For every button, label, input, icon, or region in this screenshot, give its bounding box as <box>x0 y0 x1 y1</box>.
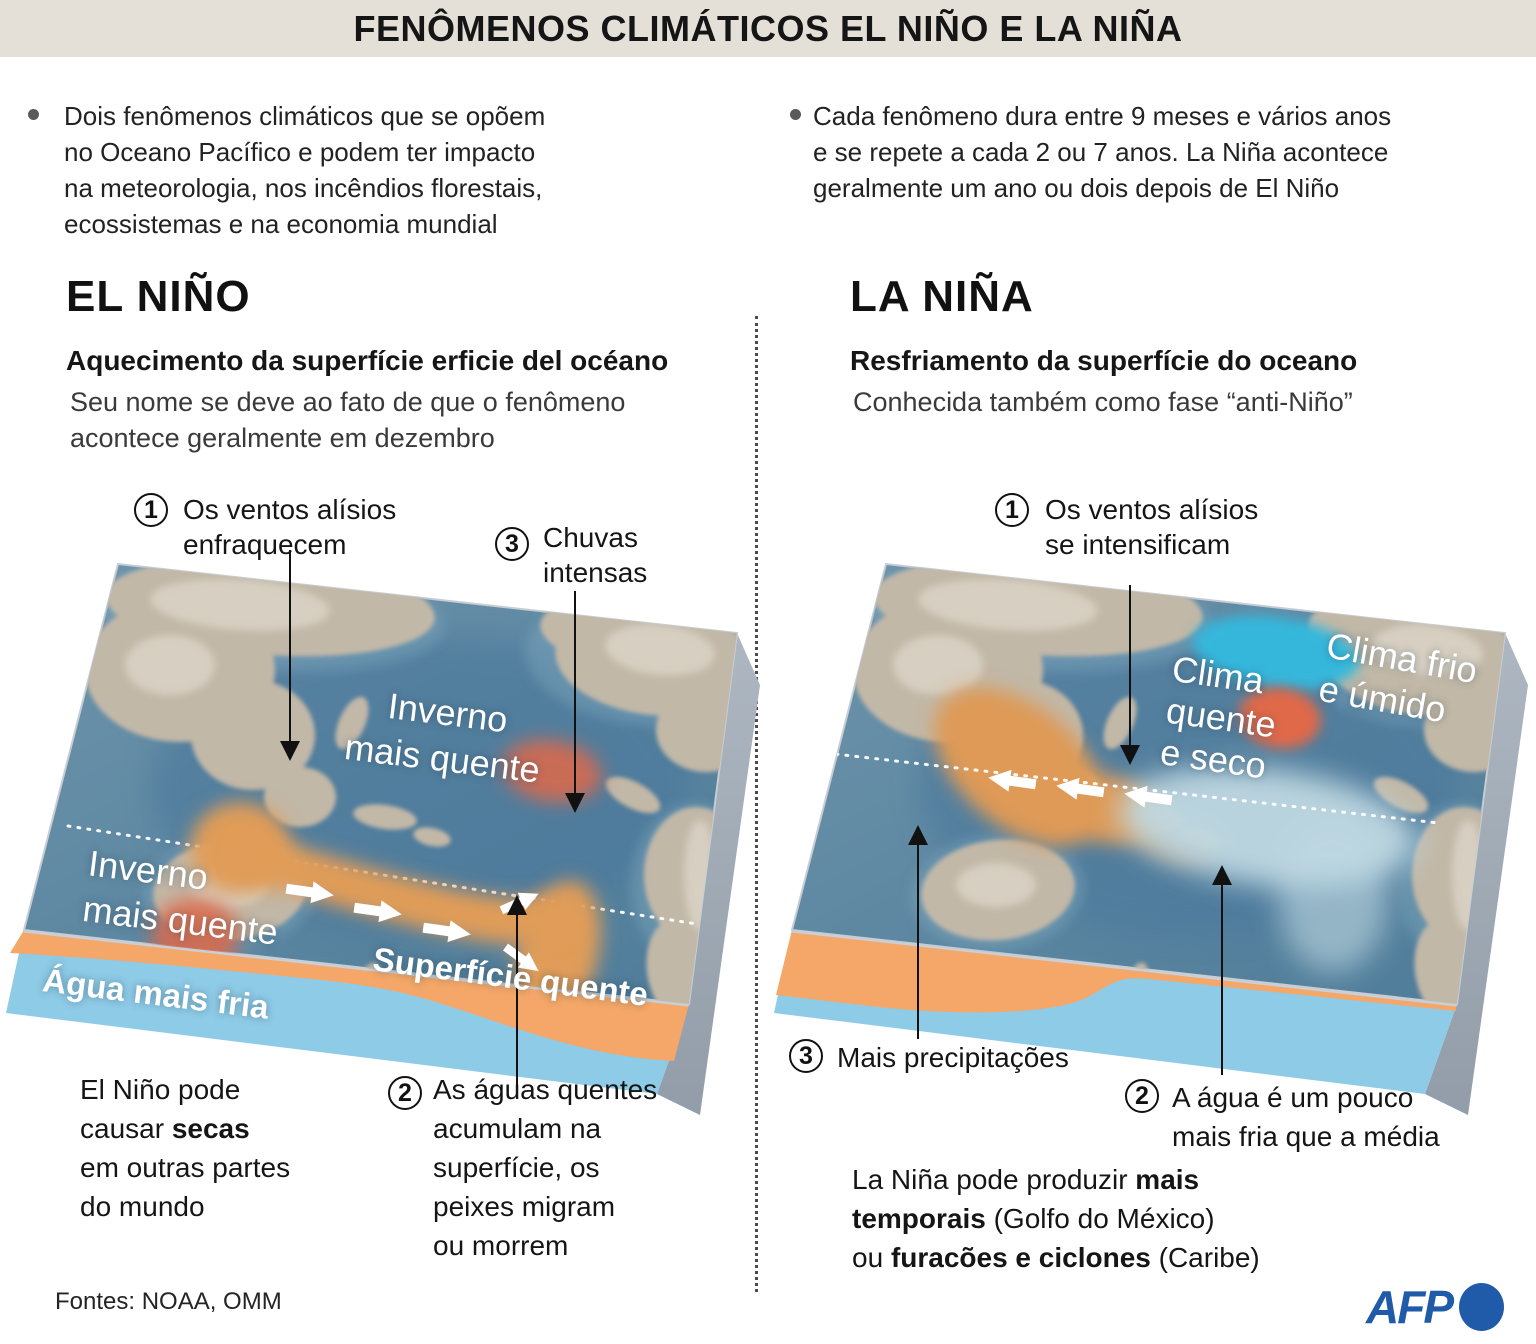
la-nina-map-illustration <box>774 562 1528 1115</box>
intro-line: no Oceano Pacífico e podem ter impacto <box>64 137 536 167</box>
note-line: ou furacões e ciclones (Caribe) <box>852 1238 1260 1277</box>
el-nino-map-illustration <box>6 550 760 1115</box>
note-line: La Niña pode produzir mais <box>852 1160 1260 1199</box>
callout-line: enfraquecem <box>183 529 347 560</box>
note-run: ou <box>852 1242 891 1273</box>
callout-line: As águas quentes <box>433 1074 658 1105</box>
note-line: temporais (Golfo do México) <box>852 1199 1260 1238</box>
slab-side-face <box>657 633 760 1115</box>
intro-line: Cada fenômeno dura entre 9 meses e vário… <box>813 101 1392 131</box>
bullet-icon <box>790 109 801 120</box>
note-run-bold: mais <box>1135 1164 1200 1195</box>
subtext-line: acontece geralmente em dezembro <box>70 423 495 453</box>
note-line: causar secas <box>80 1109 290 1148</box>
el-nino-step2-text: As águas quentes acumulam na superfície,… <box>433 1070 657 1265</box>
la-nina-subhead: Resfriamento da superfície do oceano <box>850 345 1358 376</box>
el-nino-heading: EL NIÑO <box>66 272 251 321</box>
el-nino-step3-text: Chuvas intensas <box>543 520 647 590</box>
el-nino-step1-text: Os ventos alísios enfraquecem <box>183 492 396 562</box>
step-circle-2: 2 <box>388 1076 422 1110</box>
afp-logo-dot-icon <box>1459 1283 1504 1331</box>
callout-line: se intensificam <box>1045 529 1231 560</box>
callout-line: Mais precipitações <box>837 1042 1069 1073</box>
intro-line: na meteorologia, nos incêndios florestai… <box>64 173 543 203</box>
cooler-water-east <box>1118 766 1418 972</box>
la-nina-heading: LA NIÑA <box>850 272 1034 321</box>
la-nina-subtext: Conhecida também como fase “anti-Niño” <box>853 384 1353 420</box>
annotation-arrows <box>908 585 1232 1075</box>
warm-surface-layer <box>776 930 1456 1013</box>
intro-left: Dois fenômenos climáticos que se opõem n… <box>64 98 664 242</box>
callout-line: acumulam na <box>433 1113 602 1144</box>
slab-side-face <box>1425 633 1528 1115</box>
note-line: El Niño pode <box>80 1074 241 1105</box>
warm-dry-spot <box>1239 687 1321 749</box>
intro-line: e se repete a cada 2 ou 7 anos. La Niña … <box>813 137 1389 167</box>
callout-line: Chuvas <box>543 522 638 553</box>
callout-line: Os ventos alísios <box>183 494 397 525</box>
el-nino-subhead: Aquecimento da superfície erficie del oc… <box>66 345 669 376</box>
callout-line: intensas <box>543 557 648 588</box>
step-circle-1: 1 <box>995 493 1029 527</box>
note-run-bold: furacões e ciclones <box>890 1242 1151 1273</box>
equator-dotted-line <box>824 751 1440 825</box>
la-nina-step2-text: A água é um pouco mais fria que a média <box>1172 1078 1440 1156</box>
callout-line: peixes migram <box>433 1191 616 1222</box>
note-run: (Golfo do México) <box>985 1203 1215 1234</box>
afp-logo: AFP <box>1366 1280 1504 1334</box>
callout-line: mais fria que a média <box>1172 1121 1440 1152</box>
section-divider <box>755 316 758 1292</box>
note-run: La Niña pode produzir <box>852 1164 1136 1195</box>
el-nino-subtext: Seu nome se deve ao fato de que o fenôme… <box>70 384 625 456</box>
la-nina-step1-text: Os ventos alísios se intensificam <box>1045 492 1258 562</box>
step-circle-1: 1 <box>134 493 168 527</box>
callout-line: ou morrem <box>433 1230 569 1261</box>
title-bar: FENÔMENOS CLIMÁTICOS EL NIÑO E LA NIÑA <box>0 0 1536 57</box>
callout-line: Os ventos alísios <box>1045 494 1259 525</box>
note-run: causar <box>80 1113 172 1144</box>
afp-logo-text: AFP <box>1366 1281 1454 1333</box>
intro-line: ecossistemas e na economia mundial <box>64 209 498 239</box>
intro-line: Dois fenômenos climáticos que se opõem <box>64 101 546 131</box>
sources-note: Fontes: NOAA, OMM <box>55 1288 282 1315</box>
subtext-line: Conhecida também como fase “anti-Niño” <box>853 387 1353 417</box>
subtext-line: Seu nome se deve ao fato de que o fenôme… <box>70 387 626 417</box>
la-nina-note: La Niña pode produzir mais temporais (Go… <box>852 1160 1260 1277</box>
page-title: FENÔMENOS CLIMÁTICOS EL NIÑO E LA NIÑA <box>353 8 1183 49</box>
note-run-bold: secas <box>171 1113 250 1144</box>
el-nino-note: El Niño pode causar secas em outras part… <box>80 1070 290 1226</box>
step-circle-3: 3 <box>495 527 529 561</box>
note-run-bold: temporais <box>852 1203 986 1234</box>
callout-line: superfície, os <box>433 1152 600 1183</box>
intro-right: Cada fenômeno dura entre 9 meses e vário… <box>813 98 1513 206</box>
step-circle-3: 3 <box>789 1039 823 1073</box>
note-line: do mundo <box>80 1191 205 1222</box>
step-circle-2: 2 <box>1125 1079 1159 1113</box>
warm-surface-layer <box>10 930 689 1061</box>
cold-wet-spot <box>1192 615 1360 689</box>
intro-line: geralmente um ano ou dois depois de El N… <box>813 173 1340 203</box>
callout-line: A água é um pouco <box>1172 1082 1414 1113</box>
note-line: em outras partes <box>80 1152 291 1183</box>
note-run: (Caribe) <box>1150 1242 1260 1273</box>
annotation-arrows <box>280 550 585 1085</box>
bullet-icon <box>28 109 39 120</box>
la-nina-step3-text: Mais precipitações <box>837 1040 1069 1075</box>
